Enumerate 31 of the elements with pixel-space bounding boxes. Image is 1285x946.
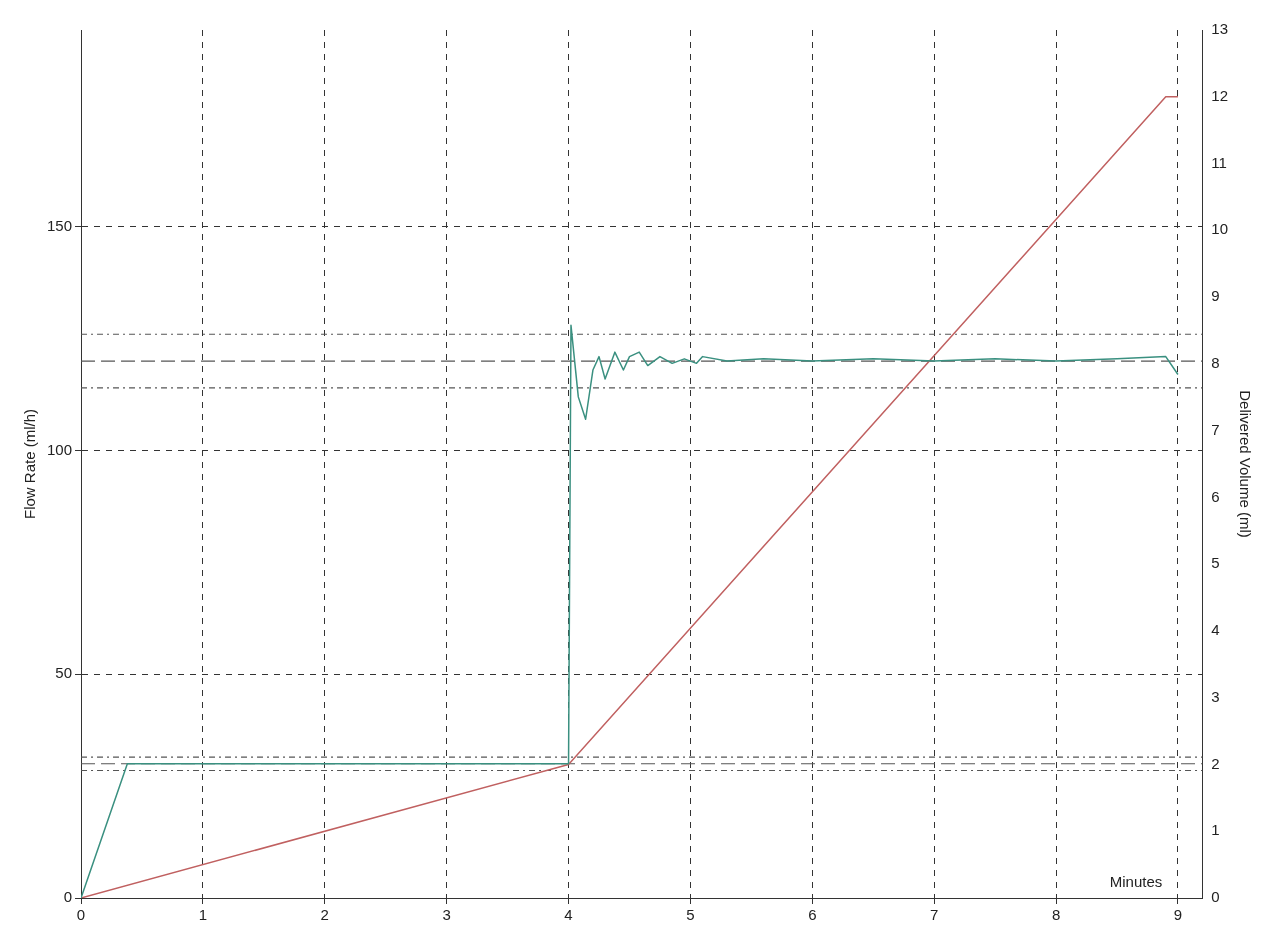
x-axis-title: Minutes	[1109, 872, 1163, 890]
y2-tick-label: 9	[1211, 287, 1220, 305]
x-tick-label: 0	[76, 906, 86, 924]
x-tick-label: 8	[1051, 906, 1061, 924]
y2-tick-label: 1	[1211, 821, 1220, 839]
y2-tick-label: 10	[1211, 220, 1228, 238]
y-axis-title: Flow Rate (ml/h)	[21, 408, 39, 520]
y2-tick-label: 5	[1211, 554, 1220, 572]
y2-tick-label: 2	[1211, 754, 1220, 772]
y2-tick-label: 13	[1211, 20, 1228, 38]
x-tick-label: 6	[808, 906, 817, 924]
y-tick-label: 150	[47, 217, 73, 235]
x-tick-label: 3	[442, 906, 451, 924]
x-tick-label: 7	[930, 906, 939, 924]
x-tick-label: 1	[198, 906, 208, 924]
y2-tick-label: 6	[1211, 487, 1220, 505]
x-tick-label: 2	[320, 906, 329, 924]
y-tick-label: 0	[63, 888, 73, 906]
y2-tick-label: 12	[1211, 86, 1228, 104]
x-tick-label: 5	[686, 906, 695, 924]
y2-tick-label: 11	[1211, 153, 1227, 171]
y-tick-label: 50	[55, 664, 73, 682]
y2-tick-label: 4	[1211, 621, 1220, 639]
y2-tick-label: 7	[1211, 420, 1220, 438]
y2-tick-label: 8	[1211, 353, 1220, 371]
y-tick-label: 100	[47, 440, 73, 458]
x-tick-label: 4	[564, 906, 573, 924]
y2-tick-label: 3	[1211, 687, 1220, 705]
y2-tick-label: 0	[1211, 888, 1220, 906]
x-tick-label: 9	[1173, 906, 1183, 924]
y2-axis-title: Delivered Volume (ml)	[1236, 390, 1254, 538]
